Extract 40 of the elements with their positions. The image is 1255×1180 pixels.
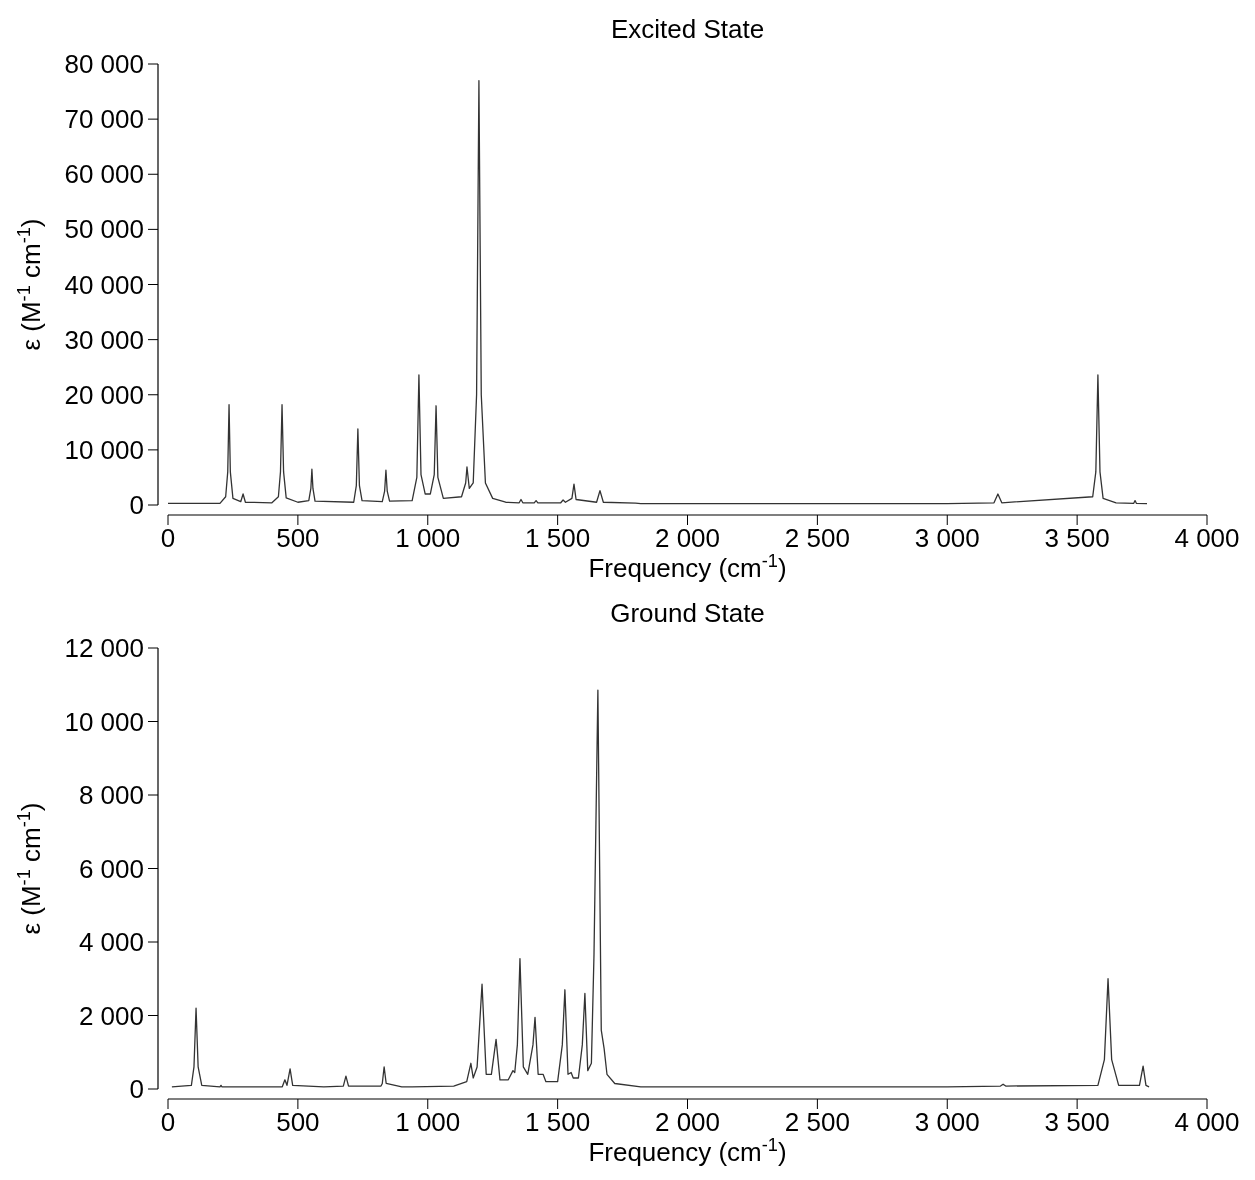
x-tick-label: 1 500 [525, 1107, 591, 1137]
y-tick-label: 0 [129, 1074, 144, 1104]
line-series [171, 689, 1150, 1088]
x-tick-label: 500 [276, 1107, 320, 1137]
y-tick-label: 10 000 [64, 434, 144, 465]
x-tick-label: 4 000 [1174, 1107, 1240, 1137]
chart-title: Ground State [610, 598, 765, 628]
y-tick-label: 60 000 [64, 159, 144, 190]
x-tick-label: 2 000 [654, 523, 721, 553]
y-tick-label: 80 000 [64, 49, 144, 79]
y-tick-label: 30 000 [64, 324, 144, 355]
x-tick-label: 1 500 [525, 523, 591, 553]
x-tick-label: 3 000 [914, 1107, 980, 1137]
y-tick-label: 6 000 [78, 853, 144, 884]
y-tick-label: 12 000 [64, 633, 144, 663]
x-tick-label: 1 000 [395, 523, 461, 553]
x-tick-label: 3 500 [1044, 1107, 1110, 1137]
y-tick-label: 0 [129, 490, 144, 520]
chart-title: Excited State [610, 14, 765, 44]
y-tick-label: 4 000 [78, 927, 144, 957]
x-tick-label: 3 000 [914, 523, 980, 553]
x-tick-label: 2 000 [654, 1107, 721, 1137]
y-tick-label: 70 000 [64, 104, 144, 135]
y-tick-label: 10 000 [64, 706, 144, 737]
y-tick-label: 40 000 [64, 269, 144, 300]
y-tick-label: 8 000 [78, 780, 144, 810]
x-tick-label: 2 500 [784, 523, 850, 553]
y-tick-label: 50 000 [64, 214, 144, 245]
x-tick-label: 0 [160, 1107, 176, 1137]
x-tick-label: 2 500 [784, 1107, 850, 1137]
y-tick-label: 2 000 [78, 1000, 144, 1031]
x-axis-title: Frequency (cm$^{-1}$) [588, 1135, 787, 1167]
line-series [167, 79, 1148, 505]
y-tick-label: 20 000 [64, 379, 144, 410]
x-tick-label: 3 500 [1044, 523, 1110, 553]
x-tick-label: 0 [160, 523, 176, 553]
x-tick-label: 500 [276, 523, 320, 553]
x-tick-label: 4 000 [1174, 523, 1240, 553]
x-axis-title: Frequency (cm$^{-1}$) [588, 551, 787, 583]
x-tick-label: 1 000 [395, 1107, 461, 1137]
